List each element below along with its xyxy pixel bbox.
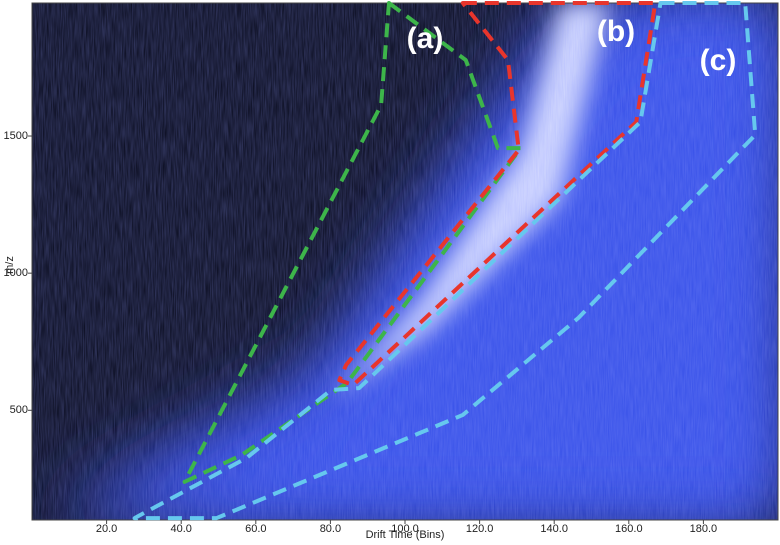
region-outline	[182, 1, 523, 484]
region-label: (a)	[407, 22, 444, 55]
region-outline	[337, 1, 658, 388]
x-tick-label: 100.0	[391, 523, 419, 535]
region-label: (c)	[700, 44, 737, 77]
x-axis-label: Drift Time (Bins)	[366, 529, 445, 541]
region-outline	[132, 1, 758, 521]
x-tick-label: 20.0	[96, 523, 117, 535]
y-tick-label: 1000	[4, 267, 28, 279]
y-tick-label: 500	[10, 404, 28, 416]
x-tick-label: 180.0	[690, 523, 718, 535]
heatmap-texture	[32, 3, 778, 520]
x-tick-label: 80.0	[320, 523, 341, 535]
x-tick-label: 160.0	[615, 523, 643, 535]
region-label: (b)	[597, 15, 635, 48]
x-tick-label: 60.0	[245, 523, 266, 535]
x-tick-label: 140.0	[540, 523, 568, 535]
x-tick-label: 40.0	[170, 523, 191, 535]
y-tick-label: 1500	[4, 130, 28, 142]
y-axis-label: m/z	[4, 256, 16, 274]
heatmap	[32, 3, 778, 520]
x-tick-label: 120.0	[466, 523, 494, 535]
